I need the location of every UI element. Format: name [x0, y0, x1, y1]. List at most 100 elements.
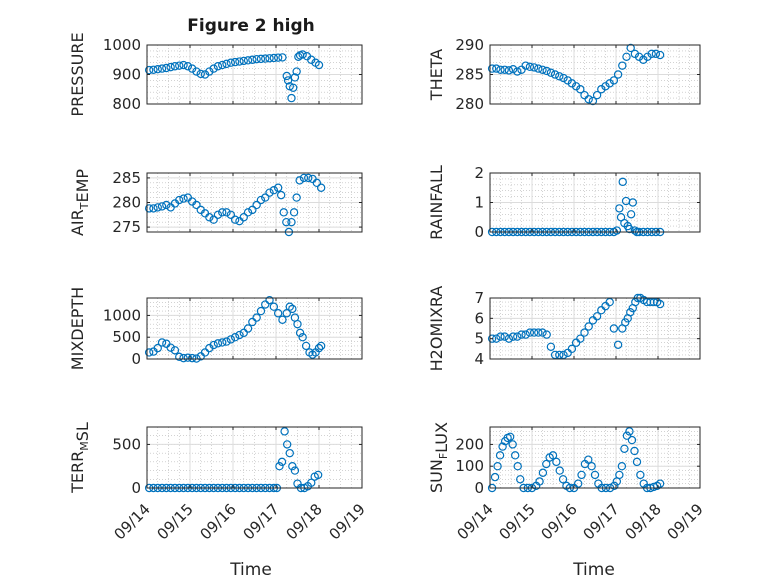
data-point — [548, 451, 558, 460]
data-point — [290, 73, 300, 82]
data-point — [153, 203, 162, 212]
y-axis-label: RAINFALL — [427, 165, 446, 240]
subplot-pressure: 800 900 1000 PRESSURE — [68, 32, 363, 117]
y-axis-label: MIXDEPTH — [68, 287, 87, 370]
data-point — [487, 64, 497, 73]
axes-box — [146, 297, 363, 360]
data-point — [213, 339, 223, 348]
data-point — [307, 55, 316, 64]
data-point — [299, 173, 309, 183]
data-point — [587, 462, 596, 471]
data-point — [282, 217, 291, 227]
data-point — [625, 427, 634, 436]
data-point — [239, 213, 248, 222]
data-point — [655, 479, 665, 488]
data-point — [298, 50, 307, 59]
data-point — [192, 67, 201, 76]
data-point — [546, 342, 556, 351]
data-point — [209, 340, 218, 350]
data-point — [626, 308, 635, 317]
x-axis-label-left: Time — [229, 560, 272, 580]
data-point — [295, 176, 304, 185]
x-tick-label: 09/19 — [664, 500, 707, 543]
data-point — [612, 226, 622, 235]
data-point — [261, 193, 270, 202]
data-point — [559, 73, 568, 83]
data-point — [248, 205, 257, 215]
data-point — [287, 93, 296, 103]
data-point — [563, 76, 572, 85]
data-point — [529, 63, 539, 72]
y-tick-label: 275 — [112, 218, 141, 236]
x-tick-label: 09/14 — [111, 500, 154, 543]
data-point — [200, 348, 210, 357]
data-point — [574, 479, 583, 488]
data-point — [567, 344, 577, 354]
y-tick-label: 0 — [131, 350, 141, 368]
data-point — [580, 90, 589, 100]
data-point — [265, 295, 274, 305]
y-tick-label: 0 — [474, 479, 484, 497]
data-point — [618, 61, 627, 70]
data-point — [226, 210, 236, 219]
y-tick-label: 0 — [131, 479, 141, 497]
data-point — [615, 204, 624, 213]
x-axis-label-right: Time — [572, 560, 615, 580]
data-point — [209, 215, 218, 224]
data-point — [273, 53, 283, 62]
data-point — [628, 198, 638, 207]
y-tick-label: 5 — [474, 330, 484, 348]
data-point — [218, 60, 227, 70]
data-point — [655, 299, 665, 309]
data-point — [235, 216, 244, 226]
x-tick-label: 09/18 — [283, 500, 326, 543]
data-point — [187, 64, 197, 73]
data-point — [144, 348, 154, 357]
data-point — [243, 56, 253, 65]
data-point — [273, 183, 283, 192]
data-point — [592, 90, 602, 100]
data-point — [153, 343, 162, 353]
subplot-air-temp: 275 280 285 AIRTEMP — [68, 169, 363, 237]
data-point — [256, 306, 266, 316]
data-point — [626, 43, 635, 53]
data-point — [294, 52, 303, 62]
x-tick-label: 09/14 — [454, 500, 497, 543]
y-axis-label: H2OMIXRA — [427, 286, 446, 372]
x-tick-label: 09/15 — [154, 500, 197, 543]
data-point — [213, 62, 223, 71]
data-point — [200, 70, 210, 79]
x-tick-label: 09/16 — [197, 500, 240, 543]
data-point — [505, 432, 515, 442]
data-point — [542, 459, 551, 469]
data-point — [157, 202, 167, 211]
data-point — [630, 226, 640, 235]
data-point — [538, 328, 547, 337]
figure-title: Figure 2 high — [187, 16, 315, 36]
data-point — [282, 71, 291, 81]
data-point — [248, 317, 257, 327]
data-point — [248, 55, 257, 64]
data-point — [529, 328, 539, 337]
data-point — [149, 204, 158, 213]
data-point — [243, 208, 253, 217]
data-point — [555, 466, 564, 475]
data-point — [273, 309, 283, 318]
data-point — [265, 54, 274, 63]
data-point — [613, 340, 623, 349]
data-point — [293, 319, 302, 329]
y-tick-label: 290 — [455, 36, 484, 54]
x-tick-label: 09/19 — [326, 500, 369, 543]
data-point — [576, 334, 585, 343]
data-point — [513, 332, 522, 341]
data-point — [492, 64, 501, 73]
data-point — [580, 328, 589, 337]
data-point — [295, 328, 305, 338]
data-point — [535, 477, 544, 486]
data-point — [534, 328, 543, 337]
data-point — [179, 60, 188, 70]
data-point — [261, 300, 270, 309]
